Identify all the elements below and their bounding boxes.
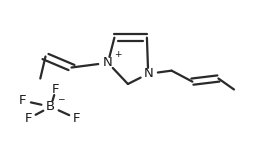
- Text: N: N: [143, 67, 153, 80]
- Text: −: −: [57, 94, 64, 103]
- Text: N: N: [103, 56, 113, 69]
- Text: +: +: [114, 50, 122, 59]
- Text: F: F: [52, 83, 60, 96]
- Text: F: F: [25, 112, 32, 125]
- Text: F: F: [73, 112, 80, 125]
- Text: B: B: [46, 100, 55, 113]
- Text: F: F: [18, 94, 26, 107]
